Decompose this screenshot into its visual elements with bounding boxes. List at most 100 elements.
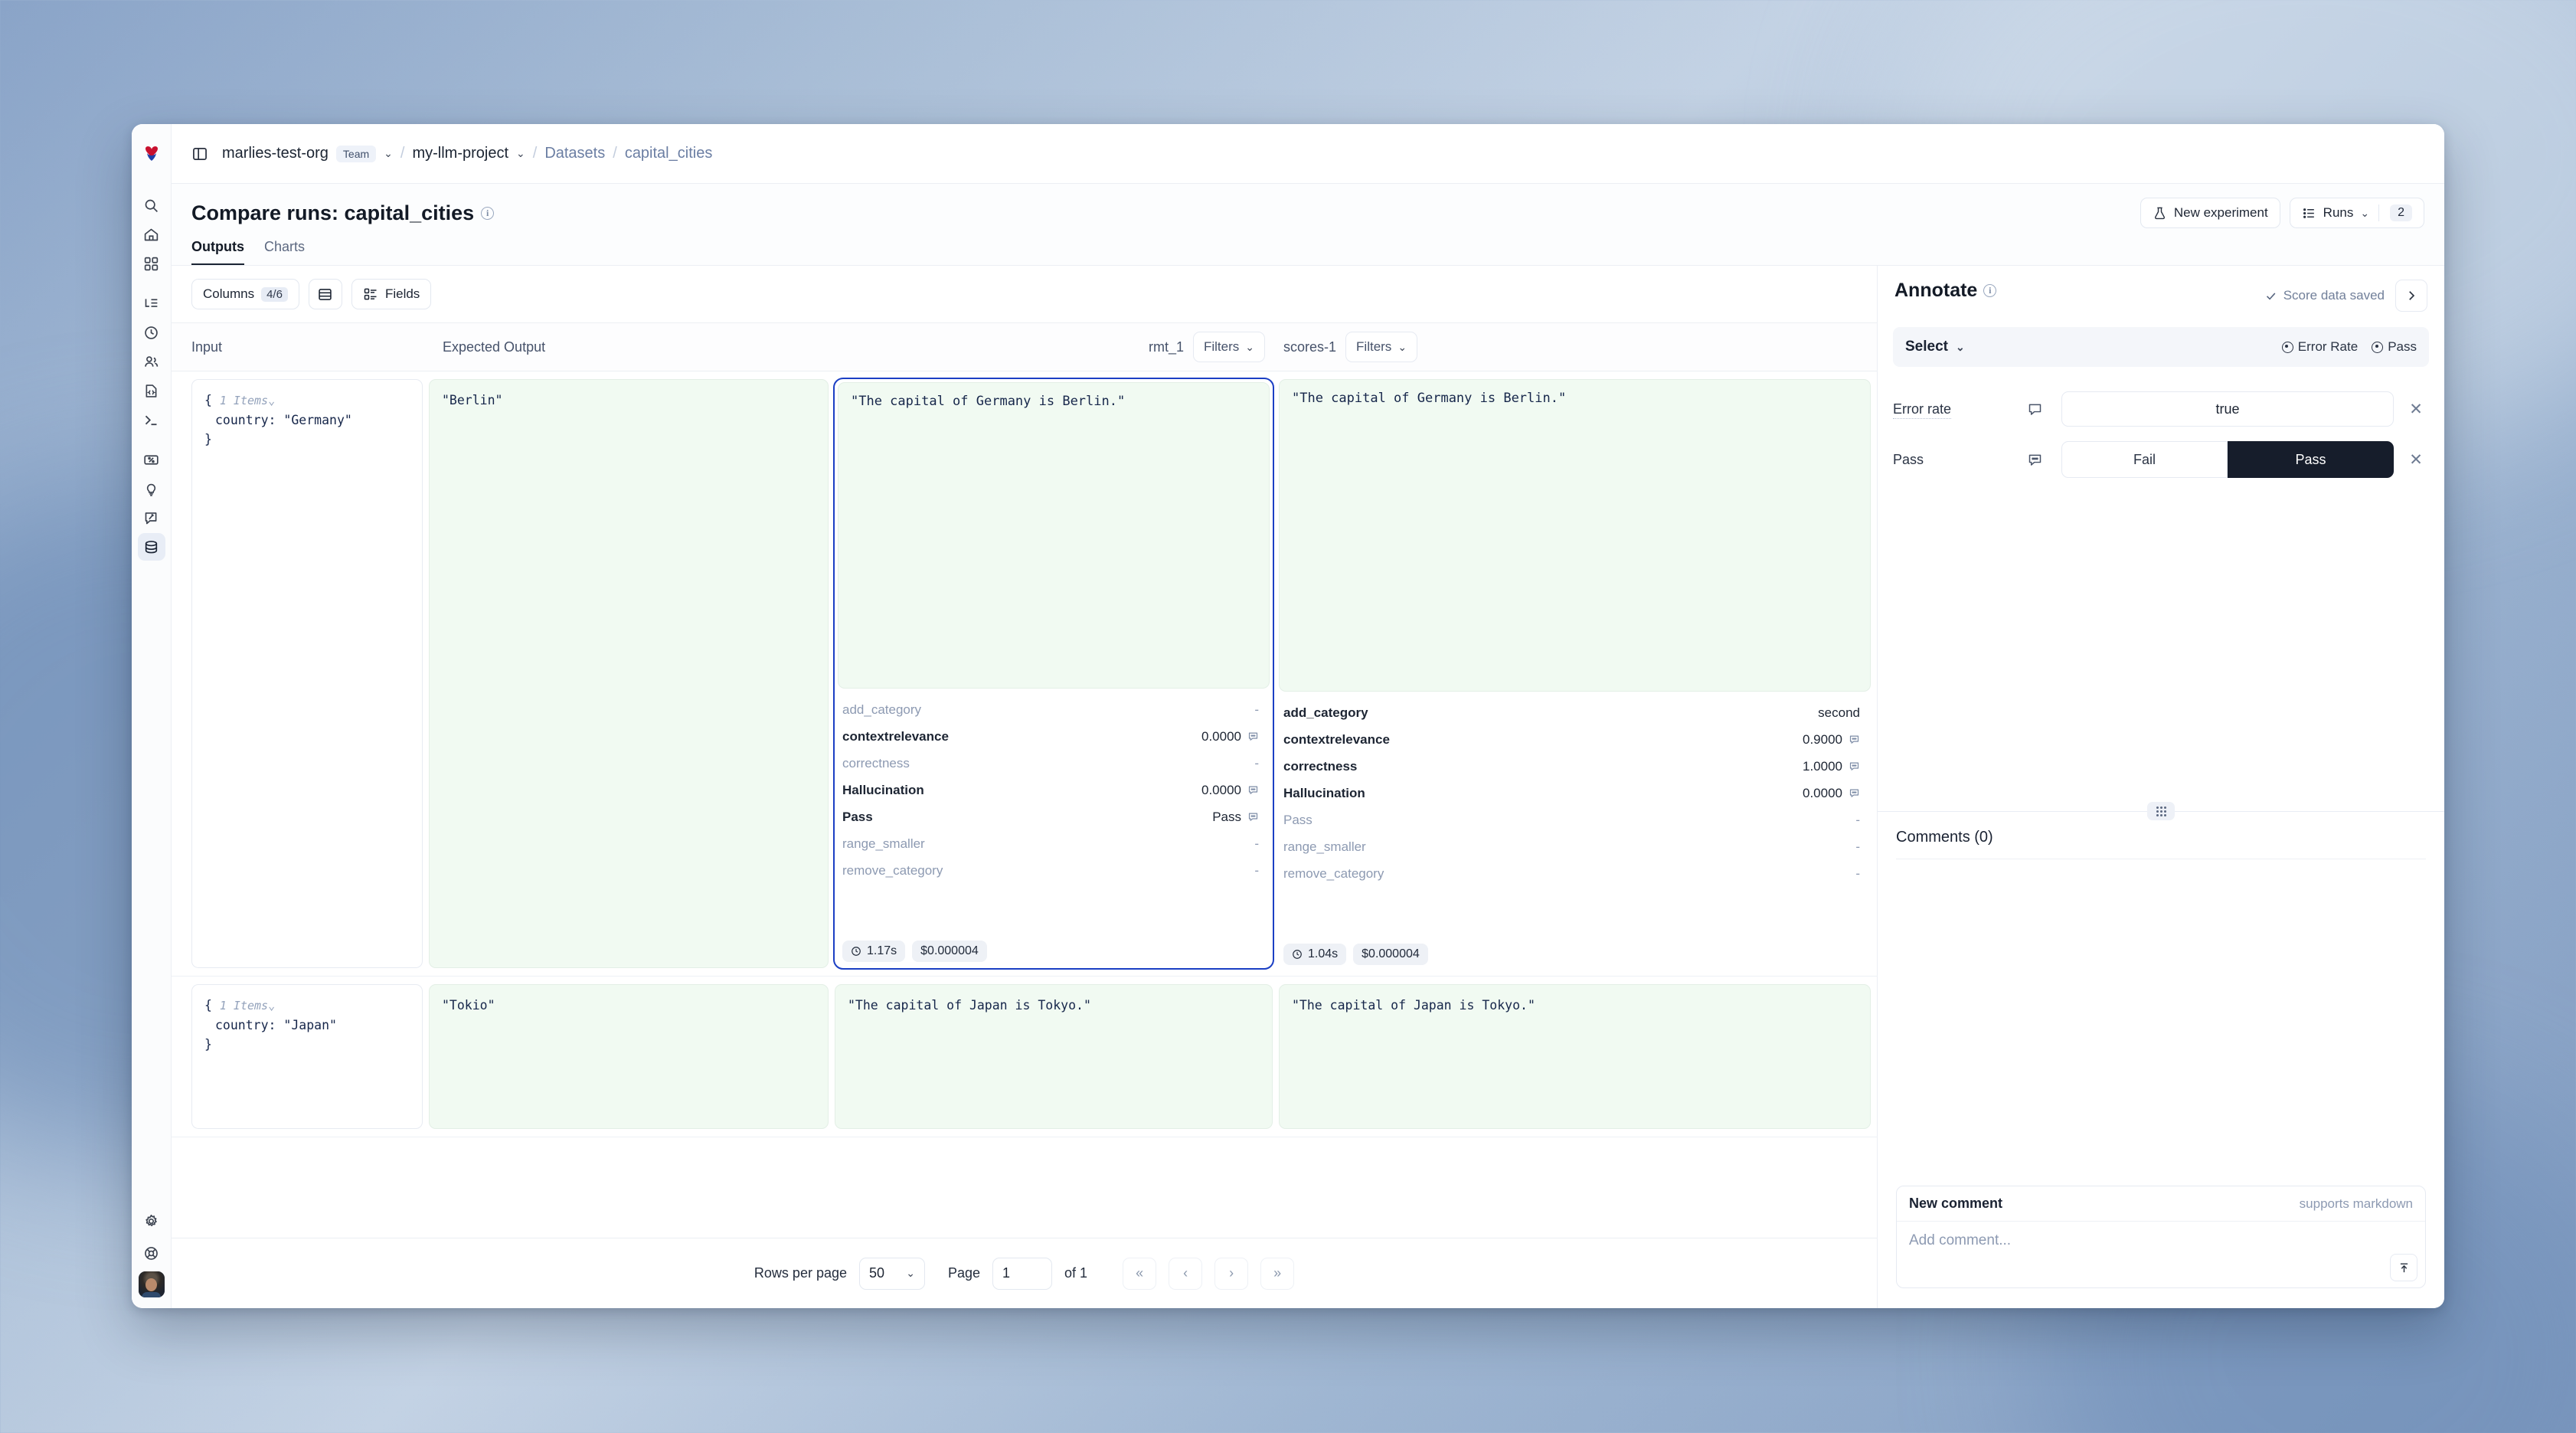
score-row[interactable]: correctness - xyxy=(842,750,1259,777)
score-name: Hallucination xyxy=(1283,785,1365,800)
breadcrumb-datasets[interactable]: Datasets xyxy=(544,145,606,162)
comment-bubble-icon[interactable] xyxy=(1849,761,1860,772)
metric-tag-error-rate[interactable]: Error Rate xyxy=(2281,339,2358,355)
cell-run1[interactable]: "The capital of Germany is Berlin." add_… xyxy=(833,371,1279,976)
score-row[interactable]: contextrelevance 0.0000 xyxy=(842,723,1259,750)
score-row[interactable]: range_smaller - xyxy=(842,830,1259,857)
home-icon[interactable] xyxy=(138,221,165,248)
score-row[interactable]: contextrelevance 0.9000 xyxy=(1283,726,1860,753)
file-code-icon[interactable] xyxy=(138,377,165,404)
chevron-down-icon: ⌄ xyxy=(2360,206,2370,219)
new-comment-body[interactable]: Add comment... xyxy=(1897,1222,2425,1287)
score-row[interactable]: remove_category - xyxy=(1283,860,1860,887)
annotation-edit-icon[interactable] xyxy=(138,504,165,532)
score-value: 0.0000 xyxy=(1201,729,1259,744)
comment-bubble-icon[interactable] xyxy=(1247,784,1259,796)
chevron-down-icon[interactable]: ⌄ xyxy=(516,147,525,159)
table-pagination: Rows per page 50 ⌄ Page of 1 « ‹ › » xyxy=(172,1238,1877,1308)
info-icon[interactable]: i xyxy=(1983,284,1997,297)
field-comment-icon[interactable] xyxy=(2017,401,2052,417)
chevron-down-icon[interactable]: ⌄ xyxy=(384,147,393,159)
help-buoy-icon[interactable] xyxy=(138,1239,165,1267)
team-badge: Team xyxy=(335,145,377,162)
info-icon[interactable]: i xyxy=(481,206,495,220)
breadcrumb-project[interactable]: my-llm-project xyxy=(412,145,509,162)
tab-charts[interactable]: Charts xyxy=(264,239,306,254)
annotate-select-dropdown[interactable]: Select ⌄ xyxy=(1905,339,1965,355)
breadcrumb-org[interactable]: marlies-test-org xyxy=(222,145,329,162)
chevron-down-icon[interactable]: ⌄ xyxy=(268,999,276,1013)
cell-run1[interactable]: "The capital of Japan is Tokyo." xyxy=(835,977,1279,1137)
score-row[interactable]: correctness 1.0000 xyxy=(1283,753,1860,780)
submit-comment-button[interactable] xyxy=(2390,1254,2417,1281)
field-label: Error rate xyxy=(1893,401,1952,419)
settings-gear-icon[interactable] xyxy=(138,1207,165,1235)
page-number-input[interactable] xyxy=(992,1257,1053,1290)
score-row[interactable]: Hallucination 0.0000 xyxy=(842,777,1259,803)
comment-bubble-icon[interactable] xyxy=(1849,787,1860,799)
first-page-button[interactable]: « xyxy=(1123,1257,1157,1290)
run2-output-cell[interactable]: "The capital of Germany is Berlin." add_… xyxy=(1279,379,1871,968)
score-number: 0.0000 xyxy=(1803,785,1842,800)
chevron-down-icon[interactable]: ⌄ xyxy=(268,394,276,407)
run1-filters-button[interactable]: Filters ⌄ xyxy=(1192,332,1265,362)
annotate-subbar: Select ⌄ Error Rate Pass xyxy=(1893,327,2429,367)
tab-outputs[interactable]: Outputs xyxy=(191,239,244,265)
score-row[interactable]: range_smaller - xyxy=(1283,833,1860,860)
chevron-down-icon: ⌄ xyxy=(906,1267,915,1279)
database-icon[interactable] xyxy=(137,533,165,561)
cell-expected-output[interactable]: "Tokio" xyxy=(429,977,835,1137)
search-icon[interactable] xyxy=(138,191,165,219)
row-height-button[interactable] xyxy=(308,279,342,309)
clock-icon[interactable] xyxy=(138,319,165,346)
fields-button[interactable]: Fields xyxy=(351,279,432,309)
prev-page-button[interactable]: ‹ xyxy=(1169,1257,1203,1290)
column-header-expected-output: Expected Output xyxy=(443,339,546,355)
cell-input[interactable]: { 1 Items⌄ country: "Japan" } xyxy=(172,977,429,1137)
score-number: 0.0000 xyxy=(1201,728,1241,744)
error-rate-input[interactable]: true xyxy=(2061,391,2394,427)
users-icon[interactable] xyxy=(138,348,165,375)
metric-tag-pass[interactable]: Pass xyxy=(2372,339,2417,355)
clear-error-rate-button[interactable]: ✕ xyxy=(2409,400,2423,418)
cell-run2[interactable]: "The capital of Germany is Berlin." add_… xyxy=(1279,371,1877,976)
new-experiment-button[interactable]: New experiment xyxy=(2140,198,2280,228)
rows-per-page-value: 50 xyxy=(869,1265,885,1281)
score-row[interactable]: Hallucination 0.0000 xyxy=(1283,780,1860,806)
collapse-panel-button[interactable] xyxy=(2395,280,2427,312)
comment-bubble-icon[interactable] xyxy=(1247,731,1259,742)
breadcrumb-dataset[interactable]: capital_cities xyxy=(624,145,713,162)
check-icon xyxy=(2264,290,2277,303)
sidebar-toggle-icon[interactable] xyxy=(188,142,211,165)
annotate-header: Annotate i Score data saved xyxy=(1878,266,2444,312)
resize-grip-handle[interactable] xyxy=(2147,802,2175,820)
dashboard-icon[interactable] xyxy=(138,250,165,277)
runs-button[interactable]: Runs ⌄ 2 xyxy=(2289,198,2424,228)
score-row[interactable]: add_category - xyxy=(842,696,1259,723)
pass-option-button[interactable]: Pass xyxy=(2228,441,2394,478)
terminal-icon[interactable] xyxy=(138,406,165,433)
rows-per-page-select[interactable]: 50 ⌄ xyxy=(859,1257,925,1290)
field-comment-icon[interactable] xyxy=(2017,452,2052,468)
cell-run2[interactable]: "The capital of Japan is Tokyo." xyxy=(1279,977,1877,1137)
run1-output-cell-selected[interactable]: "The capital of Germany is Berlin." add_… xyxy=(833,378,1274,970)
score-row[interactable]: Pass - xyxy=(1283,806,1860,833)
last-page-button[interactable]: » xyxy=(1260,1257,1295,1290)
fail-option-button[interactable]: Fail xyxy=(2061,441,2228,478)
cell-expected-output[interactable]: "Berlin" xyxy=(429,371,835,976)
score-row[interactable]: remove_category - xyxy=(842,857,1259,884)
columns-button[interactable]: Columns 4/6 xyxy=(191,279,299,309)
next-page-button[interactable]: › xyxy=(1214,1257,1249,1290)
score-row[interactable]: Pass Pass xyxy=(842,803,1259,830)
comment-bubble-icon[interactable] xyxy=(1849,734,1860,745)
app-logo[interactable] xyxy=(132,124,172,184)
percent-box-icon[interactable] xyxy=(138,446,165,473)
tree-list-icon[interactable] xyxy=(138,290,165,317)
comment-bubble-icon[interactable] xyxy=(1247,811,1259,823)
cell-input[interactable]: { 1 Items⌄ country: "Germany" } xyxy=(172,371,429,976)
lightbulb-icon[interactable] xyxy=(138,475,165,502)
avatar[interactable] xyxy=(138,1271,165,1297)
run2-filters-button[interactable]: Filters ⌄ xyxy=(1345,332,1418,362)
score-row[interactable]: add_category second xyxy=(1283,699,1860,726)
clear-pass-button[interactable]: ✕ xyxy=(2409,450,2423,469)
